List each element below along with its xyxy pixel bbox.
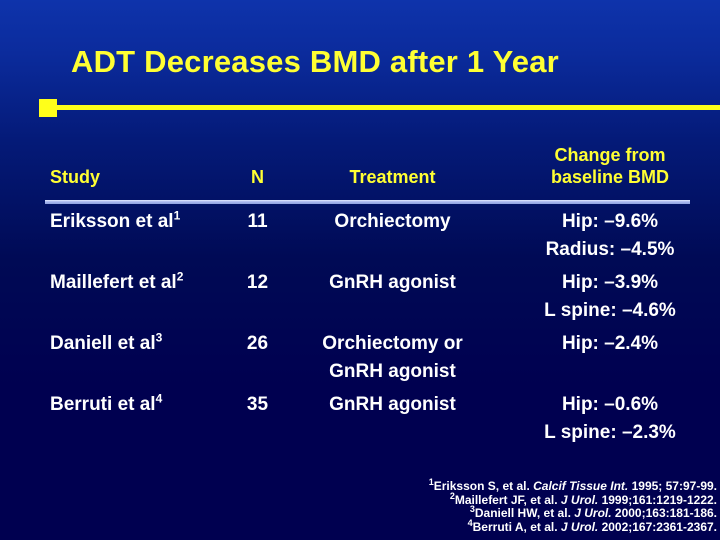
citation-line: 1Eriksson S, et al. Calcif Tissue Int. 1… xyxy=(428,477,717,494)
treatment-line: GnRH agonist xyxy=(329,361,456,382)
study-reference-superscript: 3 xyxy=(155,330,163,345)
citation-line: 2Maillefert JF, et al. J Urol. 1999;161:… xyxy=(429,490,717,508)
change-line: Hip: –0.6% xyxy=(561,394,659,415)
header-underline xyxy=(45,200,690,204)
cell-study: Eriksson et al1 xyxy=(45,208,230,264)
citation-rest: 1999;161:1219-1222. xyxy=(598,492,717,507)
accent-divider-line xyxy=(57,105,720,110)
citation-superscript: 3 xyxy=(469,504,475,514)
change-line: Hip: –3.9% xyxy=(561,272,659,293)
header-n: N xyxy=(251,167,264,187)
study-name: Eriksson et al xyxy=(50,211,174,232)
accent-square xyxy=(39,99,57,117)
treatment-line: GnRH agonist xyxy=(329,394,456,415)
cell-n: 12 xyxy=(246,272,269,293)
cell-change: Hip: –9.6% Radius: –4.5% xyxy=(500,208,720,264)
change-line: L spine: –2.3% xyxy=(544,422,676,443)
cell-change: Hip: –0.6% L spine: –2.3% xyxy=(500,391,720,447)
study-reference-superscript: 2 xyxy=(176,269,184,284)
cell-treatment: GnRH agonist xyxy=(285,391,500,447)
change-line: L spine: –4.6% xyxy=(544,300,676,321)
study-name: Maillefert et al xyxy=(50,272,177,293)
cell-treatment: GnRH agonist xyxy=(285,269,500,325)
citation-rest: 2000;163:181-186. xyxy=(611,506,717,520)
header-treatment: Treatment xyxy=(349,167,436,187)
table-row: Maillefert et al2 12 GnRH agonist Hip: –… xyxy=(45,269,720,325)
slide-title: ADT Decreases BMD after 1 Year xyxy=(71,44,559,79)
header-change-line1: Change from xyxy=(554,145,666,165)
citation-journal: J Urol. xyxy=(574,506,612,520)
table-row: Berruti et al4 35 GnRH agonist Hip: –0.6… xyxy=(45,391,720,447)
header-change-line2: baseline BMD xyxy=(550,167,670,187)
treatment-line: GnRH agonist xyxy=(329,272,456,293)
study-name: Daniell et al xyxy=(50,333,156,354)
citation-superscript: 2 xyxy=(449,490,455,501)
citations-block: 1Eriksson S, et al. Calcif Tissue Int. 1… xyxy=(428,477,717,535)
citation-authors: Berruti A, et al. xyxy=(472,519,561,534)
study-name: Berruti et al xyxy=(50,394,156,415)
citation-journal: J Urol. xyxy=(560,519,599,534)
cell-treatment: Orchiectomy or GnRH agonist xyxy=(285,330,500,386)
citation-journal: Calcif Tissue Int. xyxy=(533,479,629,493)
treatment-line: Orchiectomy xyxy=(334,211,451,232)
table-header-row: Study N Treatment Change from baseline B… xyxy=(45,140,720,188)
cell-study: Maillefert et al2 xyxy=(45,269,230,325)
citation-superscript: 4 xyxy=(467,517,473,528)
citation-journal: J Urol. xyxy=(560,492,599,507)
study-reference-superscript: 1 xyxy=(173,208,181,223)
cell-n: 11 xyxy=(247,211,268,232)
cell-study: Daniell et al3 xyxy=(45,330,230,386)
header-change: Change from baseline BMD xyxy=(500,144,720,188)
change-line: Radius: –4.5% xyxy=(545,239,675,260)
table-row: Eriksson et al1 11 Orchiectomy Hip: –9.6… xyxy=(45,208,720,264)
cell-n: 35 xyxy=(246,394,269,415)
citation-rest: 1995; 57:97-99. xyxy=(628,479,717,493)
change-line: Hip: –9.6% xyxy=(561,211,659,232)
citation-authors: Maillefert JF, et al. xyxy=(454,492,561,507)
cell-change: Hip: –3.9% L spine: –4.6% xyxy=(500,269,720,325)
citation-superscript: 1 xyxy=(428,477,434,487)
table-row: Daniell et al3 26 Orchiectomy or GnRH ag… xyxy=(45,330,720,386)
citation-authors: Daniell HW, et al. xyxy=(474,506,575,520)
studies-table: Study N Treatment Change from baseline B… xyxy=(45,140,720,452)
treatment-line: Orchiectomy or xyxy=(322,333,463,354)
citation-rest: 2002;167:2361-2367. xyxy=(598,519,717,534)
cell-treatment: Orchiectomy xyxy=(285,208,500,264)
cell-change: Hip: –2.4% xyxy=(500,330,720,386)
study-reference-superscript: 4 xyxy=(155,391,163,406)
header-study: Study xyxy=(50,167,101,187)
citation-line: 3Daniell HW, et al. J Urol. 2000;163:181… xyxy=(429,504,717,521)
change-line: Hip: –2.4% xyxy=(561,333,659,354)
cell-study: Berruti et al4 xyxy=(45,391,230,447)
citation-authors: Eriksson S, et al. xyxy=(433,479,534,493)
cell-n: 26 xyxy=(246,333,269,354)
citation-line: 4Berruti A, et al. J Urol. 2002;167:2361… xyxy=(429,517,717,535)
